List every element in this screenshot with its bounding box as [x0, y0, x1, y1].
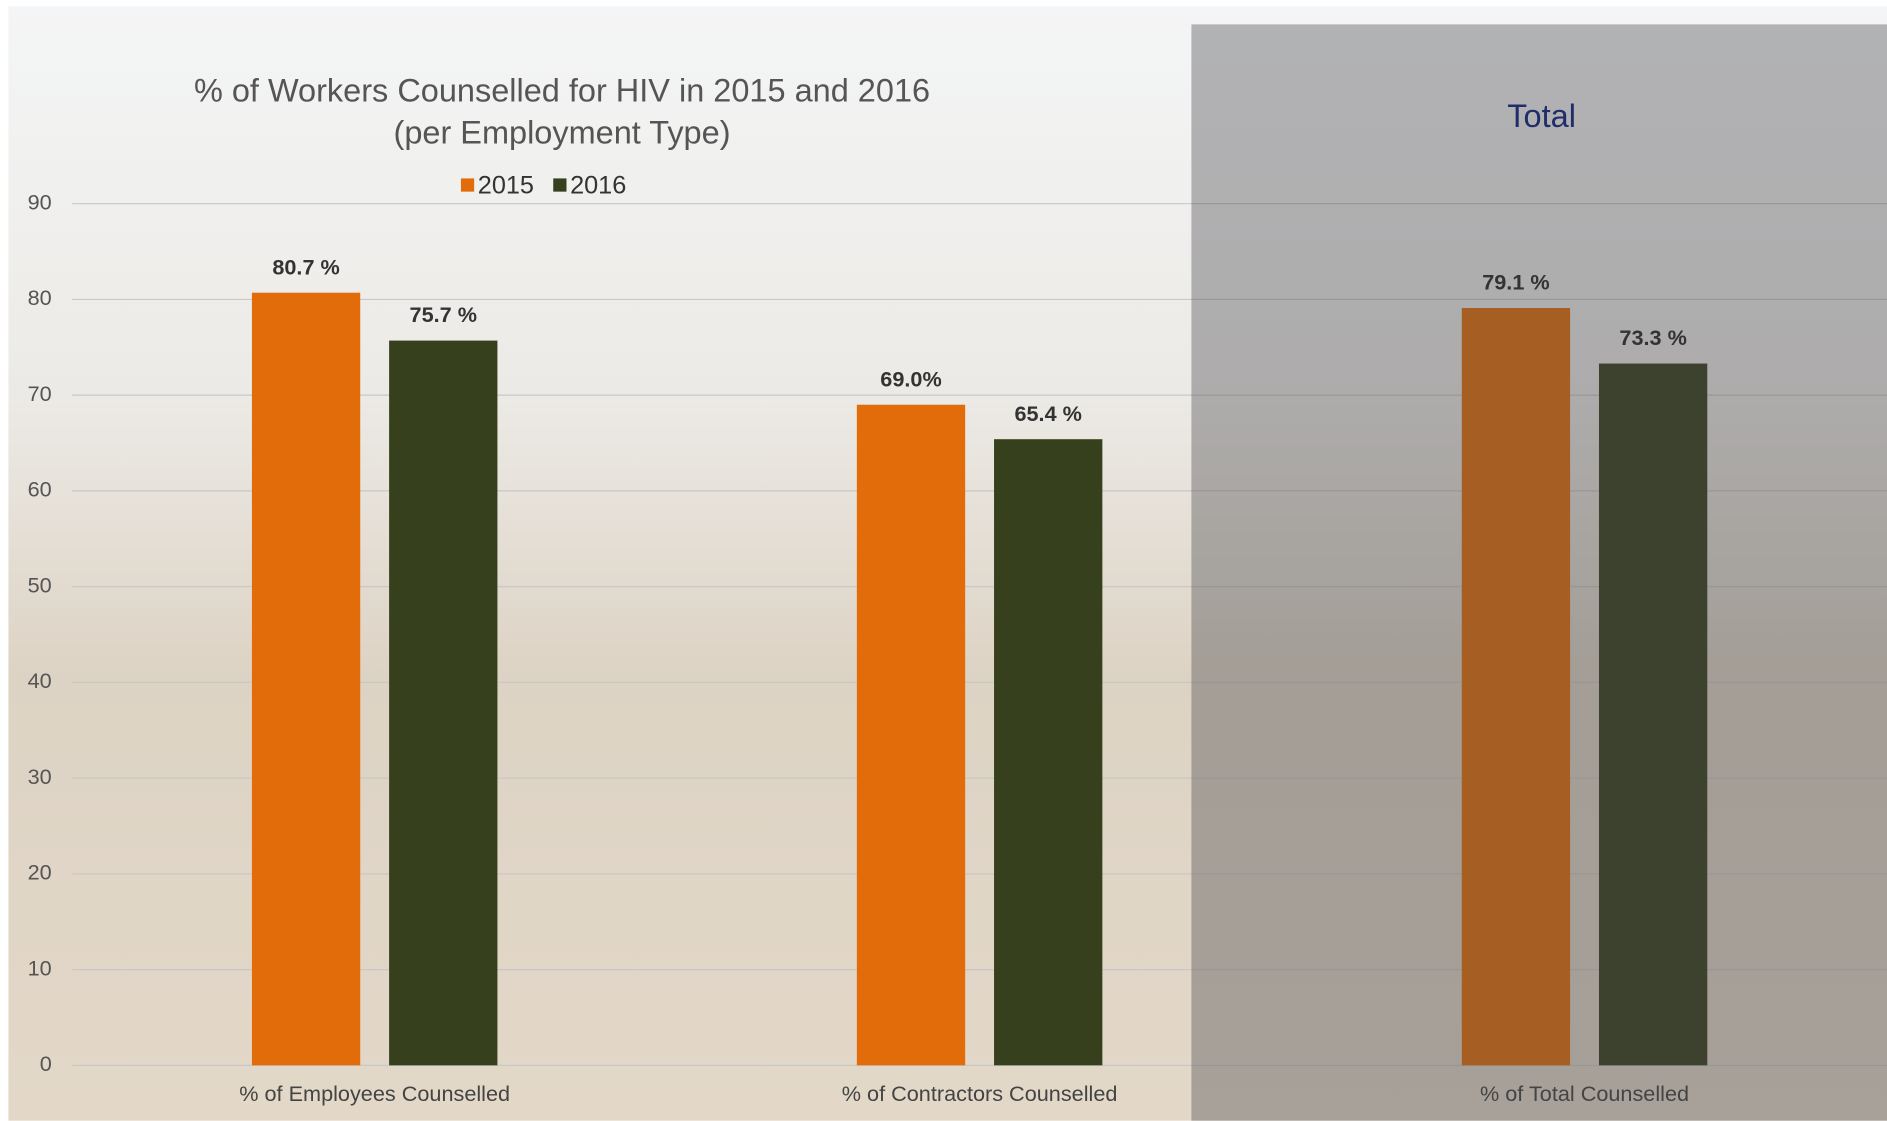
legend-label: 2016	[570, 172, 626, 200]
bar	[389, 341, 497, 1066]
data-label: 69.0%	[880, 366, 941, 391]
data-label: 80.7 %	[272, 254, 339, 279]
y-tick-label: 40	[28, 668, 52, 693]
data-label: 73.3 %	[1619, 325, 1686, 350]
y-tick-label: 70	[28, 381, 52, 406]
y-tick-label: 30	[28, 764, 52, 789]
y-tick-label: 10	[28, 955, 52, 980]
legend-swatch	[553, 178, 566, 191]
bar	[252, 293, 360, 1066]
total-panel	[1191, 24, 1887, 1120]
chart: 0 10 20 30 40 50 60 70 80 90 Total % of Workers C…	[0, 0, 1887, 1121]
x-tick-label: % of Total Counselled	[1480, 1081, 1689, 1106]
data-label: 75.7 %	[410, 302, 477, 327]
bar	[857, 405, 965, 1066]
annotation: Total	[1507, 98, 1576, 134]
y-tick-label: 90	[28, 189, 52, 214]
chart-subtitle: (per Employment Type)	[394, 115, 731, 151]
x-tick-label: % of Contractors Counselled	[842, 1081, 1118, 1106]
y-tick-label: 0	[40, 1051, 52, 1076]
y-tick-label: 80	[28, 285, 52, 310]
data-label: 79.1 %	[1482, 270, 1549, 295]
chart-title: % of Workers Counselled for HIV in 2015 …	[194, 73, 930, 109]
y-tick-label: 50	[28, 572, 52, 597]
x-tick-label: % of Employees Counselled	[239, 1081, 510, 1106]
legend-label: 2015	[478, 172, 534, 200]
legend-swatch	[461, 178, 474, 191]
bar	[994, 439, 1102, 1065]
y-tick-label: 60	[28, 477, 52, 502]
y-tick-label: 20	[28, 860, 52, 885]
data-label: 65.4 %	[1014, 401, 1081, 426]
